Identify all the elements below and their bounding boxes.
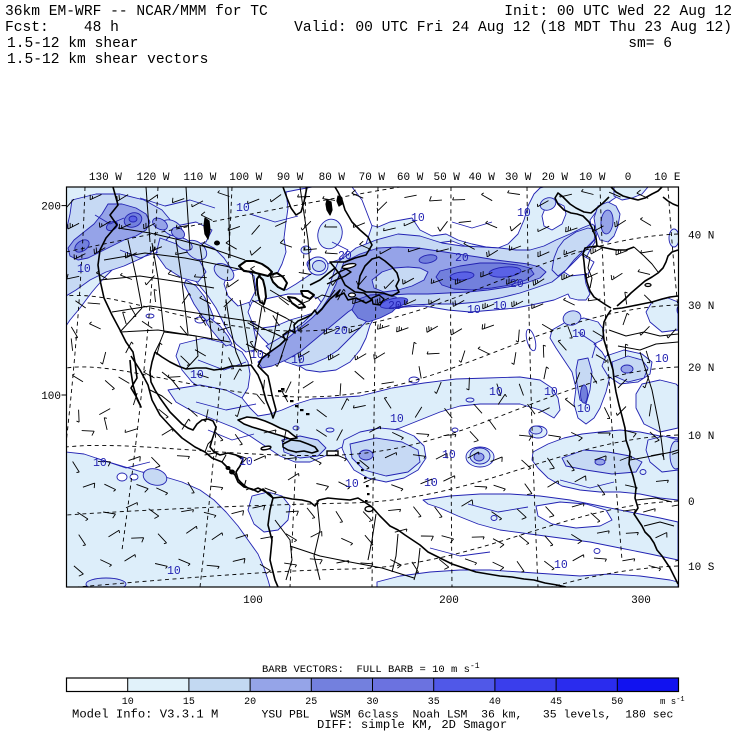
svg-text:45: 45 bbox=[550, 697, 562, 708]
svg-text:1.5-12 km shear: 1.5-12 km shear bbox=[7, 36, 138, 52]
svg-text:60 W: 60 W bbox=[397, 172, 424, 184]
svg-text:10 W: 10 W bbox=[579, 172, 606, 184]
svg-text:0: 0 bbox=[625, 172, 632, 184]
svg-text:20 W: 20 W bbox=[542, 172, 569, 184]
svg-text:10: 10 bbox=[554, 559, 568, 572]
svg-text:20: 20 bbox=[455, 252, 469, 265]
svg-text:10: 10 bbox=[467, 304, 481, 317]
svg-text:50: 50 bbox=[611, 697, 623, 708]
svg-text:10: 10 bbox=[93, 457, 107, 470]
svg-text:1.5-12 km shear vectors: 1.5-12 km shear vectors bbox=[7, 52, 208, 68]
svg-text:10: 10 bbox=[411, 212, 425, 225]
svg-text:BARB VECTORS: FULL BARB = 10: BARB VECTORS: FULL BARB = 10 m s-1 bbox=[262, 662, 480, 676]
svg-text:Init: 00 UTC Wed 22 Aug 12: Init: 00 UTC Wed 22 Aug 12 bbox=[504, 4, 732, 20]
svg-text:100 W: 100 W bbox=[229, 172, 262, 184]
svg-text:35: 35 bbox=[428, 697, 440, 708]
svg-text:Model Info: V3.3.1 M: Model Info: V3.3.1 M bbox=[72, 708, 218, 722]
svg-text:10: 10 bbox=[489, 386, 503, 399]
svg-text:10: 10 bbox=[572, 328, 586, 341]
svg-text:50 W: 50 W bbox=[433, 172, 460, 184]
svg-text:130 W: 130 W bbox=[89, 172, 122, 184]
svg-text:10 S: 10 S bbox=[688, 562, 715, 574]
svg-text:120 W: 120 W bbox=[136, 172, 169, 184]
svg-text:20: 20 bbox=[244, 697, 256, 708]
svg-text:10: 10 bbox=[239, 456, 253, 469]
svg-text:80 W: 80 W bbox=[319, 172, 346, 184]
svg-text:30 W: 30 W bbox=[505, 172, 532, 184]
svg-text:m s-1: m s-1 bbox=[660, 696, 685, 707]
svg-text:10: 10 bbox=[390, 413, 404, 426]
svg-text:10: 10 bbox=[577, 403, 591, 416]
svg-text:20: 20 bbox=[338, 250, 352, 263]
svg-text:10: 10 bbox=[190, 369, 204, 382]
svg-text:10: 10 bbox=[493, 300, 507, 313]
svg-text:Fcst: 48 h: Fcst: 48 h bbox=[5, 20, 119, 36]
svg-text:200: 200 bbox=[41, 202, 61, 214]
svg-text:20: 20 bbox=[388, 300, 402, 313]
svg-text:300: 300 bbox=[631, 595, 651, 607]
svg-text:10: 10 bbox=[167, 565, 181, 578]
svg-text:10: 10 bbox=[236, 202, 250, 215]
svg-text:10: 10 bbox=[291, 354, 305, 367]
svg-text:40 N: 40 N bbox=[688, 231, 714, 243]
svg-text:10 E: 10 E bbox=[654, 172, 681, 184]
svg-text:20 N: 20 N bbox=[688, 363, 714, 375]
svg-text:20: 20 bbox=[510, 278, 524, 291]
svg-text:200: 200 bbox=[439, 595, 459, 607]
svg-text:110 W: 110 W bbox=[183, 172, 216, 184]
svg-text:10: 10 bbox=[442, 449, 456, 462]
svg-text:10: 10 bbox=[517, 207, 531, 220]
svg-text:90 W: 90 W bbox=[277, 172, 304, 184]
svg-text:100: 100 bbox=[243, 595, 263, 607]
svg-text:70 W: 70 W bbox=[359, 172, 386, 184]
svg-text:100: 100 bbox=[41, 391, 61, 403]
svg-text:10: 10 bbox=[424, 477, 438, 490]
svg-text:10: 10 bbox=[345, 478, 359, 491]
svg-text:36km EM-WRF -- NCAR/MMM for TC: 36km EM-WRF -- NCAR/MMM for TC bbox=[5, 4, 268, 20]
svg-text:10: 10 bbox=[122, 697, 134, 708]
svg-text:10: 10 bbox=[655, 353, 669, 366]
svg-text:YSU PBL WSM 6class Noah LSM: YSU PBL WSM 6class Noah LSM 36 km, 35 le… bbox=[262, 709, 674, 722]
svg-text:sm= 6: sm= 6 bbox=[628, 36, 672, 52]
svg-text:40 W: 40 W bbox=[468, 172, 495, 184]
svg-text:Valid: 00 UTC Fri 24 Aug 12 (1: Valid: 00 UTC Fri 24 Aug 12 (18 MDT Thu … bbox=[294, 20, 732, 36]
svg-text:25: 25 bbox=[305, 697, 317, 708]
svg-text:15: 15 bbox=[183, 697, 195, 708]
svg-text:10: 10 bbox=[544, 386, 558, 399]
svg-text:30 N: 30 N bbox=[688, 301, 714, 313]
svg-text:20: 20 bbox=[334, 325, 348, 338]
svg-text:10: 10 bbox=[250, 349, 264, 362]
svg-text:DIFF: simple KM, 2D Smagor: DIFF: simple KM, 2D Smagor bbox=[317, 718, 507, 732]
svg-text:0: 0 bbox=[688, 497, 695, 509]
svg-text:30: 30 bbox=[366, 697, 378, 708]
svg-text:10: 10 bbox=[77, 263, 91, 276]
svg-text:10 N: 10 N bbox=[688, 431, 714, 443]
svg-text:40: 40 bbox=[489, 697, 501, 708]
